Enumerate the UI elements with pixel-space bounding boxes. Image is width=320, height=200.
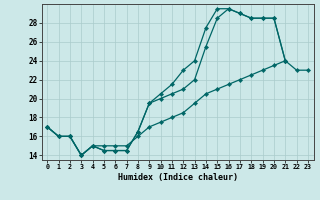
X-axis label: Humidex (Indice chaleur): Humidex (Indice chaleur) — [118, 173, 237, 182]
